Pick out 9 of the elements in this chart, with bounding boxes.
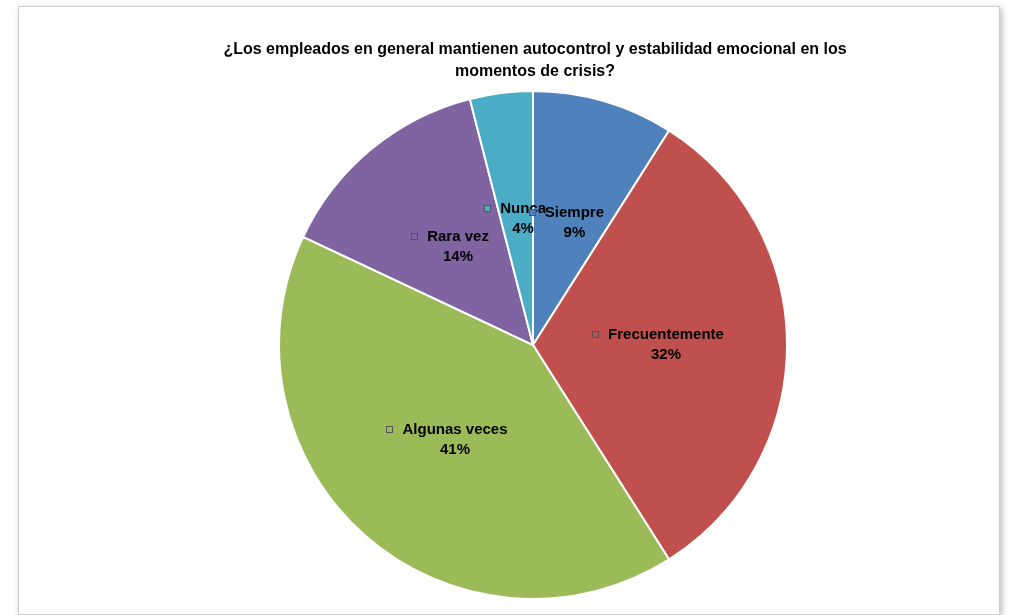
data-label: 32% — [650, 345, 682, 363]
data-label: 14% — [443, 247, 474, 265]
legend-label: Rara vez — [427, 227, 489, 245]
legend-label: Algunas veces — [402, 420, 508, 438]
data-label: 9% — [563, 223, 586, 241]
legend-label: Siempre — [544, 203, 605, 221]
chart-title: ¿Los empleados en general mantienen autocontrol y estabilidad emocional en los momentos de crisis? — [222, 39, 848, 81]
data-label: 41% — [440, 440, 471, 458]
legend-label: Frecuentemente — [608, 325, 724, 343]
